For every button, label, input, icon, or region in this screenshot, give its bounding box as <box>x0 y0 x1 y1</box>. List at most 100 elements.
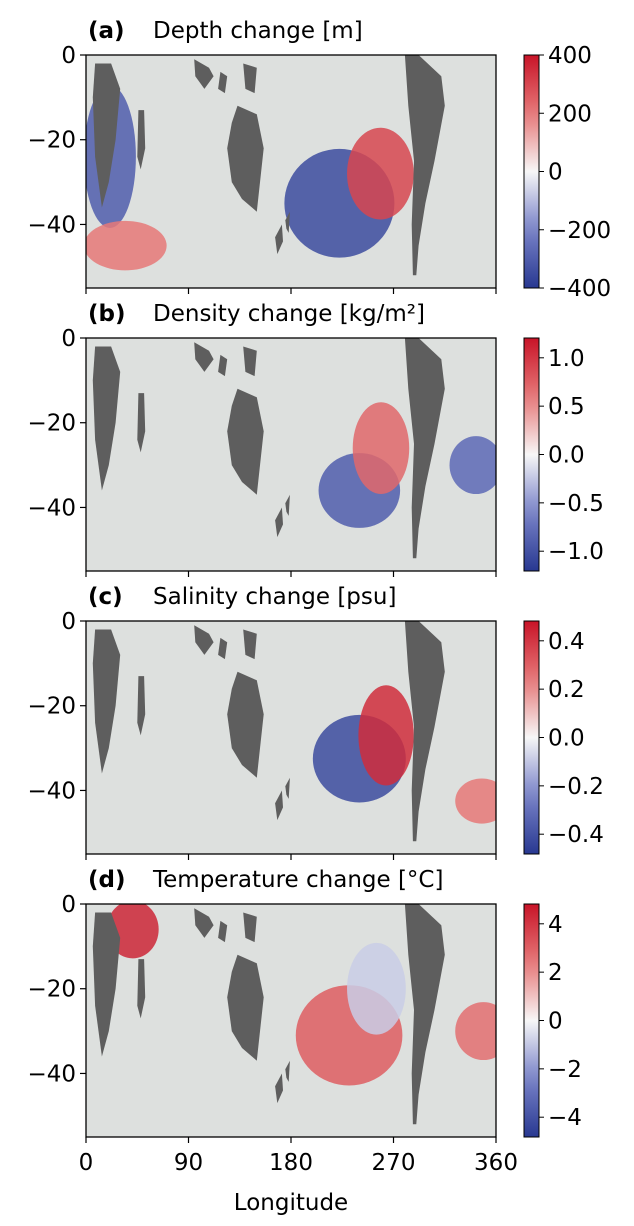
ytick-label: −20 <box>27 694 76 720</box>
anomaly-fields <box>318 402 496 528</box>
land-6 <box>194 908 214 938</box>
land-4 <box>275 1073 283 1104</box>
land-3 <box>285 494 290 516</box>
land-5 <box>404 55 445 276</box>
field-arabian-sea <box>106 904 159 959</box>
colorbar-tick-label: 4 <box>548 912 563 938</box>
colorbar-tick-label: 2 <box>548 960 563 986</box>
field-pacific-eastern-boundary <box>352 402 410 495</box>
colorbar-tick-label: 0.0 <box>548 443 585 469</box>
colorbar-tick-label: 0 <box>548 1009 563 1035</box>
land-3 <box>285 1060 290 1082</box>
land-3 <box>285 777 290 799</box>
field-pacific-eastern-boundary <box>358 685 414 786</box>
land-8 <box>243 346 257 377</box>
land-6 <box>194 342 214 372</box>
xtick-label: 360 <box>474 1150 518 1176</box>
panel-title: Temperature change [°C] <box>152 867 443 893</box>
xtick-label: 180 <box>269 1150 313 1176</box>
land-0 <box>92 912 121 1057</box>
colorbar-tick-label: −1.0 <box>548 539 604 565</box>
colorbar-tick-label: 0.0 <box>548 726 585 752</box>
field-pacific-eastern-boundary <box>347 127 414 220</box>
landmasses <box>92 904 445 1125</box>
ytick-label: −40 <box>27 1061 76 1087</box>
landmasses <box>92 621 445 842</box>
land-2 <box>227 388 264 495</box>
colorbar <box>523 620 540 855</box>
colorbar-tick-label: −200 <box>548 218 611 244</box>
land-0 <box>92 629 121 774</box>
landmasses <box>92 338 445 559</box>
panel-label: (b) <box>88 301 126 327</box>
colorbar <box>523 54 540 289</box>
ytick-label: −40 <box>27 778 76 804</box>
panel-3: 0 −20 −40 (c) Salinity change [psu] 0.4 0.2 0.0… <box>27 584 604 860</box>
land-8 <box>243 912 257 943</box>
ytick-label: −40 <box>27 495 76 521</box>
panel-1: 0 −20 −40 (a) Depth change [m] 400 200 0 −200 −40… <box>27 18 611 302</box>
land-3 <box>285 211 290 233</box>
landmasses <box>92 55 445 276</box>
colorbar-tick-label: −0.4 <box>548 822 604 848</box>
ytick-label: −20 <box>27 977 76 1003</box>
xtick-label: 0 <box>79 1150 94 1176</box>
colorbar-tick-label: 400 <box>548 43 592 69</box>
anomaly-fields <box>312 685 496 824</box>
panel-4: 0−20−400 90 180 270 360(d) Temperature change… <box>27 867 581 1176</box>
field-atlantic-south <box>455 778 496 824</box>
land-2 <box>227 105 264 212</box>
ytick-label: 0 <box>61 609 76 635</box>
land-7 <box>218 920 228 943</box>
land-0 <box>92 63 121 208</box>
panel-title: Salinity change [psu] <box>153 584 396 610</box>
colorbar-tick-label: 0.4 <box>548 629 585 655</box>
colorbar-tick-label: 200 <box>548 101 592 127</box>
land-7 <box>218 71 228 94</box>
land-0 <box>92 346 121 491</box>
land-8 <box>243 63 257 94</box>
panel-title: Density change [kg/m²] <box>153 301 425 327</box>
ytick-label: −20 <box>27 128 76 154</box>
land-2 <box>227 954 264 1061</box>
land-2 <box>227 671 264 778</box>
land-4 <box>275 507 283 538</box>
colorbar-tick-label: 0.5 <box>548 394 585 420</box>
land-5 <box>404 338 445 559</box>
x-axis-label: Longitude <box>234 1190 348 1216</box>
ytick-label: 0 <box>61 43 76 69</box>
xtick-label: 90 <box>174 1150 203 1176</box>
land-6 <box>194 59 214 89</box>
colorbar <box>523 337 540 572</box>
panel-title: Depth change [m] <box>153 18 363 44</box>
colorbar <box>523 903 540 1138</box>
land-1 <box>137 676 146 736</box>
field-atlantic-southeast <box>449 436 496 495</box>
panel-2: 0 −20 −40 (b) Density change [kg/m²] 1.0 0.5 0.… <box>27 301 604 577</box>
field-southern-indian <box>86 220 167 271</box>
colorbar-tick-label: −0.5 <box>548 491 604 517</box>
field-atlantic-southeast <box>455 1002 496 1061</box>
field-pacific-eastern-boundary <box>347 942 406 1035</box>
land-4 <box>275 224 283 255</box>
panel-label: (d) <box>88 867 126 893</box>
land-7 <box>218 637 228 660</box>
land-1 <box>137 110 146 170</box>
colorbar-tick-label: −4 <box>548 1105 582 1131</box>
land-1 <box>137 959 146 1019</box>
xtick-label: 270 <box>372 1150 416 1176</box>
colorbar-tick-label: 0.2 <box>548 677 585 703</box>
colorbar-tick-label: −400 <box>548 276 611 302</box>
panel-label: (c) <box>88 584 123 610</box>
colorbar-tick-label: −0.2 <box>548 774 604 800</box>
ytick-label: 0 <box>61 892 76 918</box>
panel-label: (a) <box>88 18 125 44</box>
land-1 <box>137 393 146 453</box>
anomaly-fields <box>106 904 496 1086</box>
ytick-label: −40 <box>27 212 76 238</box>
land-6 <box>194 625 214 655</box>
land-5 <box>404 621 445 842</box>
land-7 <box>218 354 228 377</box>
ytick-label: −20 <box>27 411 76 437</box>
